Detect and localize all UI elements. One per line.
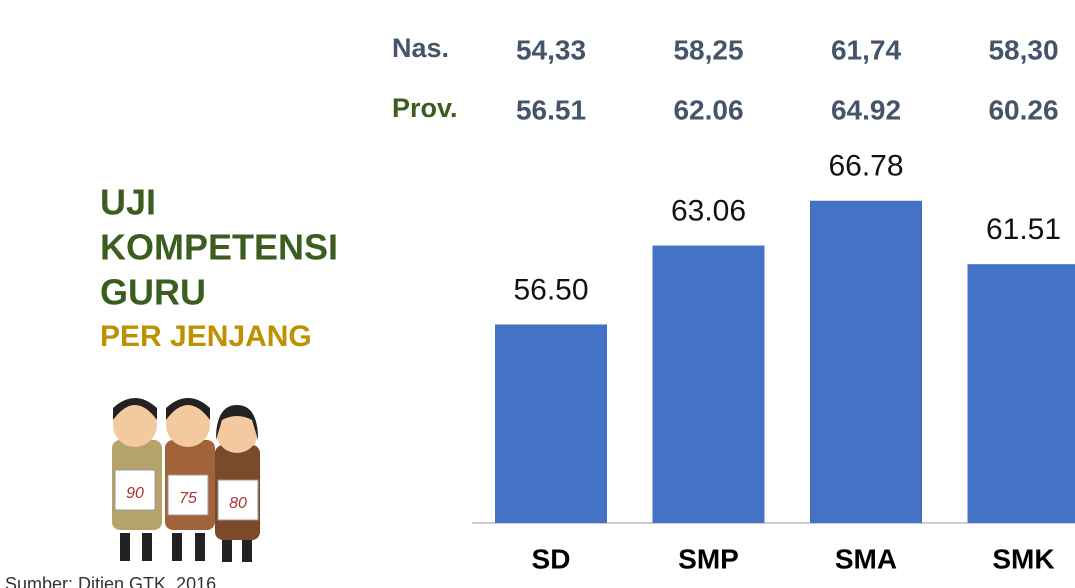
row-value: 60.26 [988, 94, 1058, 125]
bar [810, 200, 922, 524]
row-value: 61,74 [831, 34, 901, 65]
x-tick-label: SMP [678, 543, 739, 574]
subtitle: PER JENJANG [100, 320, 312, 353]
row-value: 58,30 [988, 34, 1058, 65]
value-label: 66.78 [828, 150, 903, 183]
card-label: 80 [229, 495, 247, 512]
row-value: 58,25 [673, 34, 743, 65]
value-label: 56.50 [513, 273, 588, 306]
title-line: GURU [100, 272, 206, 313]
value-label: 61.51 [986, 213, 1061, 246]
bar [652, 245, 765, 523]
bar [495, 324, 607, 523]
illustration [112, 398, 260, 562]
source: Sumber: Ditjen GTK, 2016 [5, 574, 216, 588]
x-tick-label: SMA [835, 543, 897, 574]
x-tick-label: SMK [992, 543, 1054, 574]
row-label: Nas. [392, 33, 449, 63]
row-value: 64.92 [831, 94, 901, 125]
card-label: 75 [179, 490, 197, 507]
row-label: Prov. [392, 93, 458, 123]
bar [967, 264, 1075, 523]
x-tick-label: SD [532, 543, 571, 574]
row-value: 62.06 [673, 94, 743, 125]
title-line: UJI [100, 182, 156, 223]
title-line: KOMPETENSI [100, 227, 338, 268]
value-label: 63.06 [671, 194, 746, 227]
card-label: 90 [126, 485, 144, 502]
row-value: 56.51 [516, 94, 586, 125]
row-value: 54,33 [516, 34, 586, 65]
